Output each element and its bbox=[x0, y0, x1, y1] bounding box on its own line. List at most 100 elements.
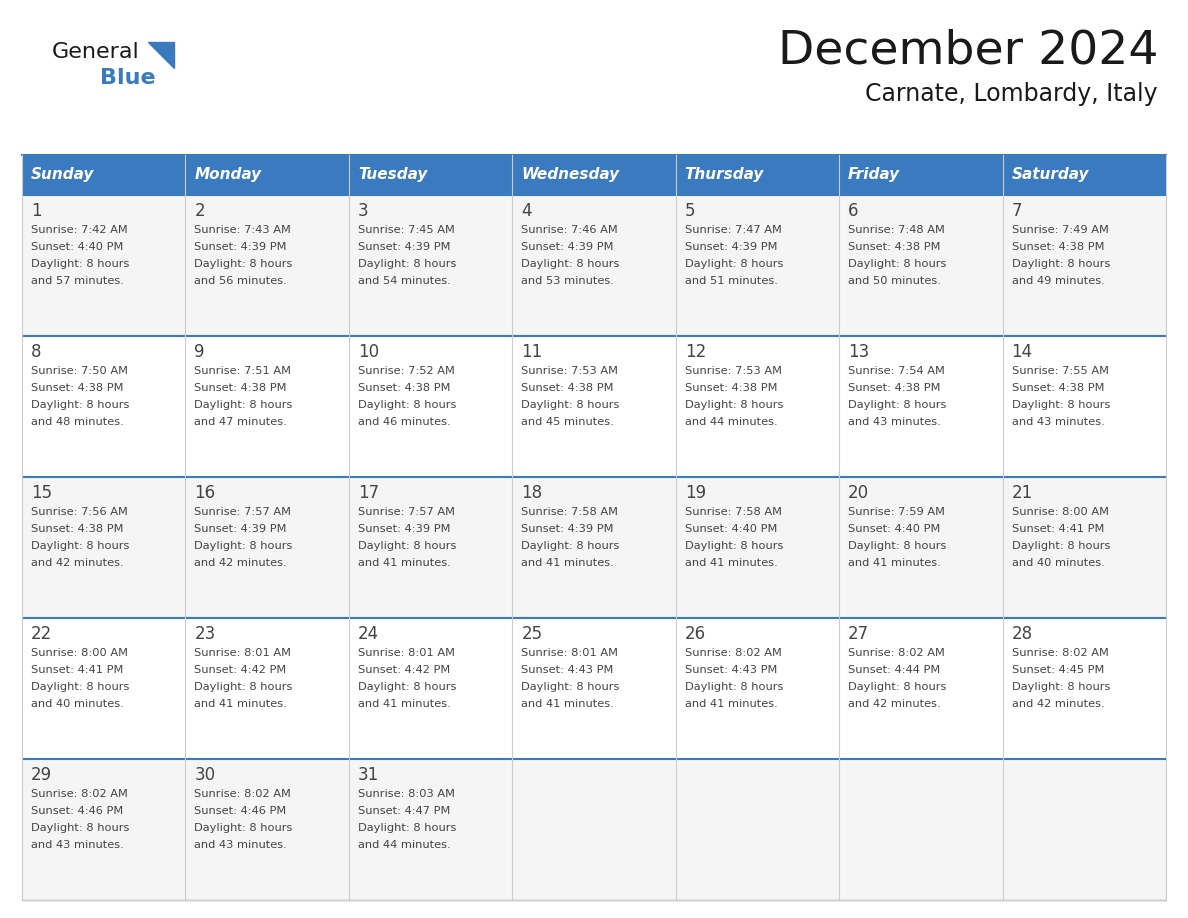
Bar bbox=[23, 759, 185, 900]
Text: Sunrise: 7:47 AM: Sunrise: 7:47 AM bbox=[684, 225, 782, 235]
Text: Sunrise: 8:02 AM: Sunrise: 8:02 AM bbox=[195, 789, 291, 799]
Text: 11: 11 bbox=[522, 343, 543, 361]
Text: 18: 18 bbox=[522, 484, 543, 502]
Text: Sunrise: 7:53 AM: Sunrise: 7:53 AM bbox=[684, 366, 782, 376]
Text: 21: 21 bbox=[1011, 484, 1032, 502]
Bar bbox=[839, 759, 1003, 900]
Text: 16: 16 bbox=[195, 484, 215, 502]
Bar bbox=[185, 155, 349, 195]
Text: 23: 23 bbox=[195, 625, 216, 643]
Text: Sunset: 4:39 PM: Sunset: 4:39 PM bbox=[522, 524, 614, 534]
Text: Sunset: 4:38 PM: Sunset: 4:38 PM bbox=[195, 383, 287, 393]
Text: Sunrise: 7:55 AM: Sunrise: 7:55 AM bbox=[1011, 366, 1108, 376]
Text: Sunrise: 7:49 AM: Sunrise: 7:49 AM bbox=[1011, 225, 1108, 235]
Text: Daylight: 8 hours: Daylight: 8 hours bbox=[1011, 259, 1110, 269]
Text: Wednesday: Wednesday bbox=[522, 167, 619, 183]
Text: 20: 20 bbox=[848, 484, 870, 502]
Text: Daylight: 8 hours: Daylight: 8 hours bbox=[522, 259, 620, 269]
Bar bbox=[1003, 759, 1165, 900]
Text: and 57 minutes.: and 57 minutes. bbox=[31, 276, 124, 286]
Text: Sunset: 4:38 PM: Sunset: 4:38 PM bbox=[848, 242, 941, 252]
Text: Sunrise: 8:02 AM: Sunrise: 8:02 AM bbox=[684, 648, 782, 658]
Text: Daylight: 8 hours: Daylight: 8 hours bbox=[358, 682, 456, 692]
Text: Sunset: 4:46 PM: Sunset: 4:46 PM bbox=[31, 806, 124, 816]
Text: Daylight: 8 hours: Daylight: 8 hours bbox=[195, 823, 292, 833]
Text: Sunrise: 7:52 AM: Sunrise: 7:52 AM bbox=[358, 366, 455, 376]
Text: Carnate, Lombardy, Italy: Carnate, Lombardy, Italy bbox=[865, 82, 1158, 106]
Bar bbox=[349, 155, 512, 195]
Bar bbox=[23, 336, 185, 477]
Text: Daylight: 8 hours: Daylight: 8 hours bbox=[195, 541, 292, 551]
Text: Sunrise: 7:51 AM: Sunrise: 7:51 AM bbox=[195, 366, 291, 376]
Text: Sunset: 4:38 PM: Sunset: 4:38 PM bbox=[31, 524, 124, 534]
Text: and 48 minutes.: and 48 minutes. bbox=[31, 417, 124, 427]
Text: Daylight: 8 hours: Daylight: 8 hours bbox=[684, 400, 783, 410]
Text: and 53 minutes.: and 53 minutes. bbox=[522, 276, 614, 286]
Text: Sunrise: 8:01 AM: Sunrise: 8:01 AM bbox=[195, 648, 291, 658]
Text: Sunset: 4:43 PM: Sunset: 4:43 PM bbox=[684, 665, 777, 675]
Text: Tuesday: Tuesday bbox=[358, 167, 428, 183]
Text: Sunrise: 7:42 AM: Sunrise: 7:42 AM bbox=[31, 225, 128, 235]
Text: Blue: Blue bbox=[100, 68, 156, 88]
Text: Daylight: 8 hours: Daylight: 8 hours bbox=[684, 259, 783, 269]
Text: Thursday: Thursday bbox=[684, 167, 764, 183]
Text: 17: 17 bbox=[358, 484, 379, 502]
Bar bbox=[676, 618, 839, 759]
Bar bbox=[185, 195, 349, 336]
Bar bbox=[676, 155, 839, 195]
Text: 22: 22 bbox=[31, 625, 52, 643]
Text: and 49 minutes.: and 49 minutes. bbox=[1011, 276, 1105, 286]
Text: Sunset: 4:38 PM: Sunset: 4:38 PM bbox=[684, 383, 777, 393]
Text: Sunrise: 8:00 AM: Sunrise: 8:00 AM bbox=[1011, 507, 1108, 517]
Bar bbox=[185, 618, 349, 759]
Text: December 2024: December 2024 bbox=[777, 28, 1158, 73]
Text: Sunrise: 7:50 AM: Sunrise: 7:50 AM bbox=[31, 366, 128, 376]
Text: Sunset: 4:38 PM: Sunset: 4:38 PM bbox=[358, 383, 450, 393]
Text: and 42 minutes.: and 42 minutes. bbox=[31, 558, 124, 568]
Text: Sunset: 4:39 PM: Sunset: 4:39 PM bbox=[195, 242, 287, 252]
Text: Sunrise: 8:00 AM: Sunrise: 8:00 AM bbox=[31, 648, 128, 658]
Text: 15: 15 bbox=[31, 484, 52, 502]
Text: Sunset: 4:46 PM: Sunset: 4:46 PM bbox=[195, 806, 286, 816]
Bar bbox=[349, 195, 512, 336]
Text: 7: 7 bbox=[1011, 202, 1022, 220]
Bar bbox=[185, 477, 349, 618]
Bar bbox=[1003, 195, 1165, 336]
Text: Sunrise: 7:54 AM: Sunrise: 7:54 AM bbox=[848, 366, 944, 376]
Text: Sunset: 4:39 PM: Sunset: 4:39 PM bbox=[358, 242, 450, 252]
Bar bbox=[23, 155, 185, 195]
Bar bbox=[512, 477, 676, 618]
Text: 27: 27 bbox=[848, 625, 870, 643]
Text: Daylight: 8 hours: Daylight: 8 hours bbox=[195, 259, 292, 269]
Text: Sunset: 4:38 PM: Sunset: 4:38 PM bbox=[522, 383, 614, 393]
Text: and 51 minutes.: and 51 minutes. bbox=[684, 276, 778, 286]
Text: Sunrise: 7:57 AM: Sunrise: 7:57 AM bbox=[195, 507, 291, 517]
Bar bbox=[512, 618, 676, 759]
Text: and 54 minutes.: and 54 minutes. bbox=[358, 276, 450, 286]
Bar bbox=[512, 759, 676, 900]
Text: Sunset: 4:40 PM: Sunset: 4:40 PM bbox=[31, 242, 124, 252]
Text: Sunset: 4:38 PM: Sunset: 4:38 PM bbox=[1011, 383, 1104, 393]
Text: and 41 minutes.: and 41 minutes. bbox=[195, 699, 287, 709]
Text: Daylight: 8 hours: Daylight: 8 hours bbox=[358, 400, 456, 410]
Text: 4: 4 bbox=[522, 202, 532, 220]
Text: 26: 26 bbox=[684, 625, 706, 643]
Bar bbox=[349, 477, 512, 618]
Text: 9: 9 bbox=[195, 343, 204, 361]
Text: Sunset: 4:38 PM: Sunset: 4:38 PM bbox=[848, 383, 941, 393]
Text: Sunrise: 7:58 AM: Sunrise: 7:58 AM bbox=[684, 507, 782, 517]
Bar bbox=[512, 195, 676, 336]
Text: Sunset: 4:39 PM: Sunset: 4:39 PM bbox=[195, 524, 287, 534]
Text: Daylight: 8 hours: Daylight: 8 hours bbox=[522, 541, 620, 551]
Text: and 41 minutes.: and 41 minutes. bbox=[358, 558, 450, 568]
Bar bbox=[23, 618, 185, 759]
Text: Sunset: 4:38 PM: Sunset: 4:38 PM bbox=[1011, 242, 1104, 252]
Polygon shape bbox=[148, 42, 173, 68]
Bar bbox=[1003, 618, 1165, 759]
Text: Daylight: 8 hours: Daylight: 8 hours bbox=[31, 823, 129, 833]
Text: and 47 minutes.: and 47 minutes. bbox=[195, 417, 287, 427]
Text: and 40 minutes.: and 40 minutes. bbox=[1011, 558, 1105, 568]
Text: and 40 minutes.: and 40 minutes. bbox=[31, 699, 124, 709]
Text: Daylight: 8 hours: Daylight: 8 hours bbox=[31, 682, 129, 692]
Bar bbox=[839, 336, 1003, 477]
